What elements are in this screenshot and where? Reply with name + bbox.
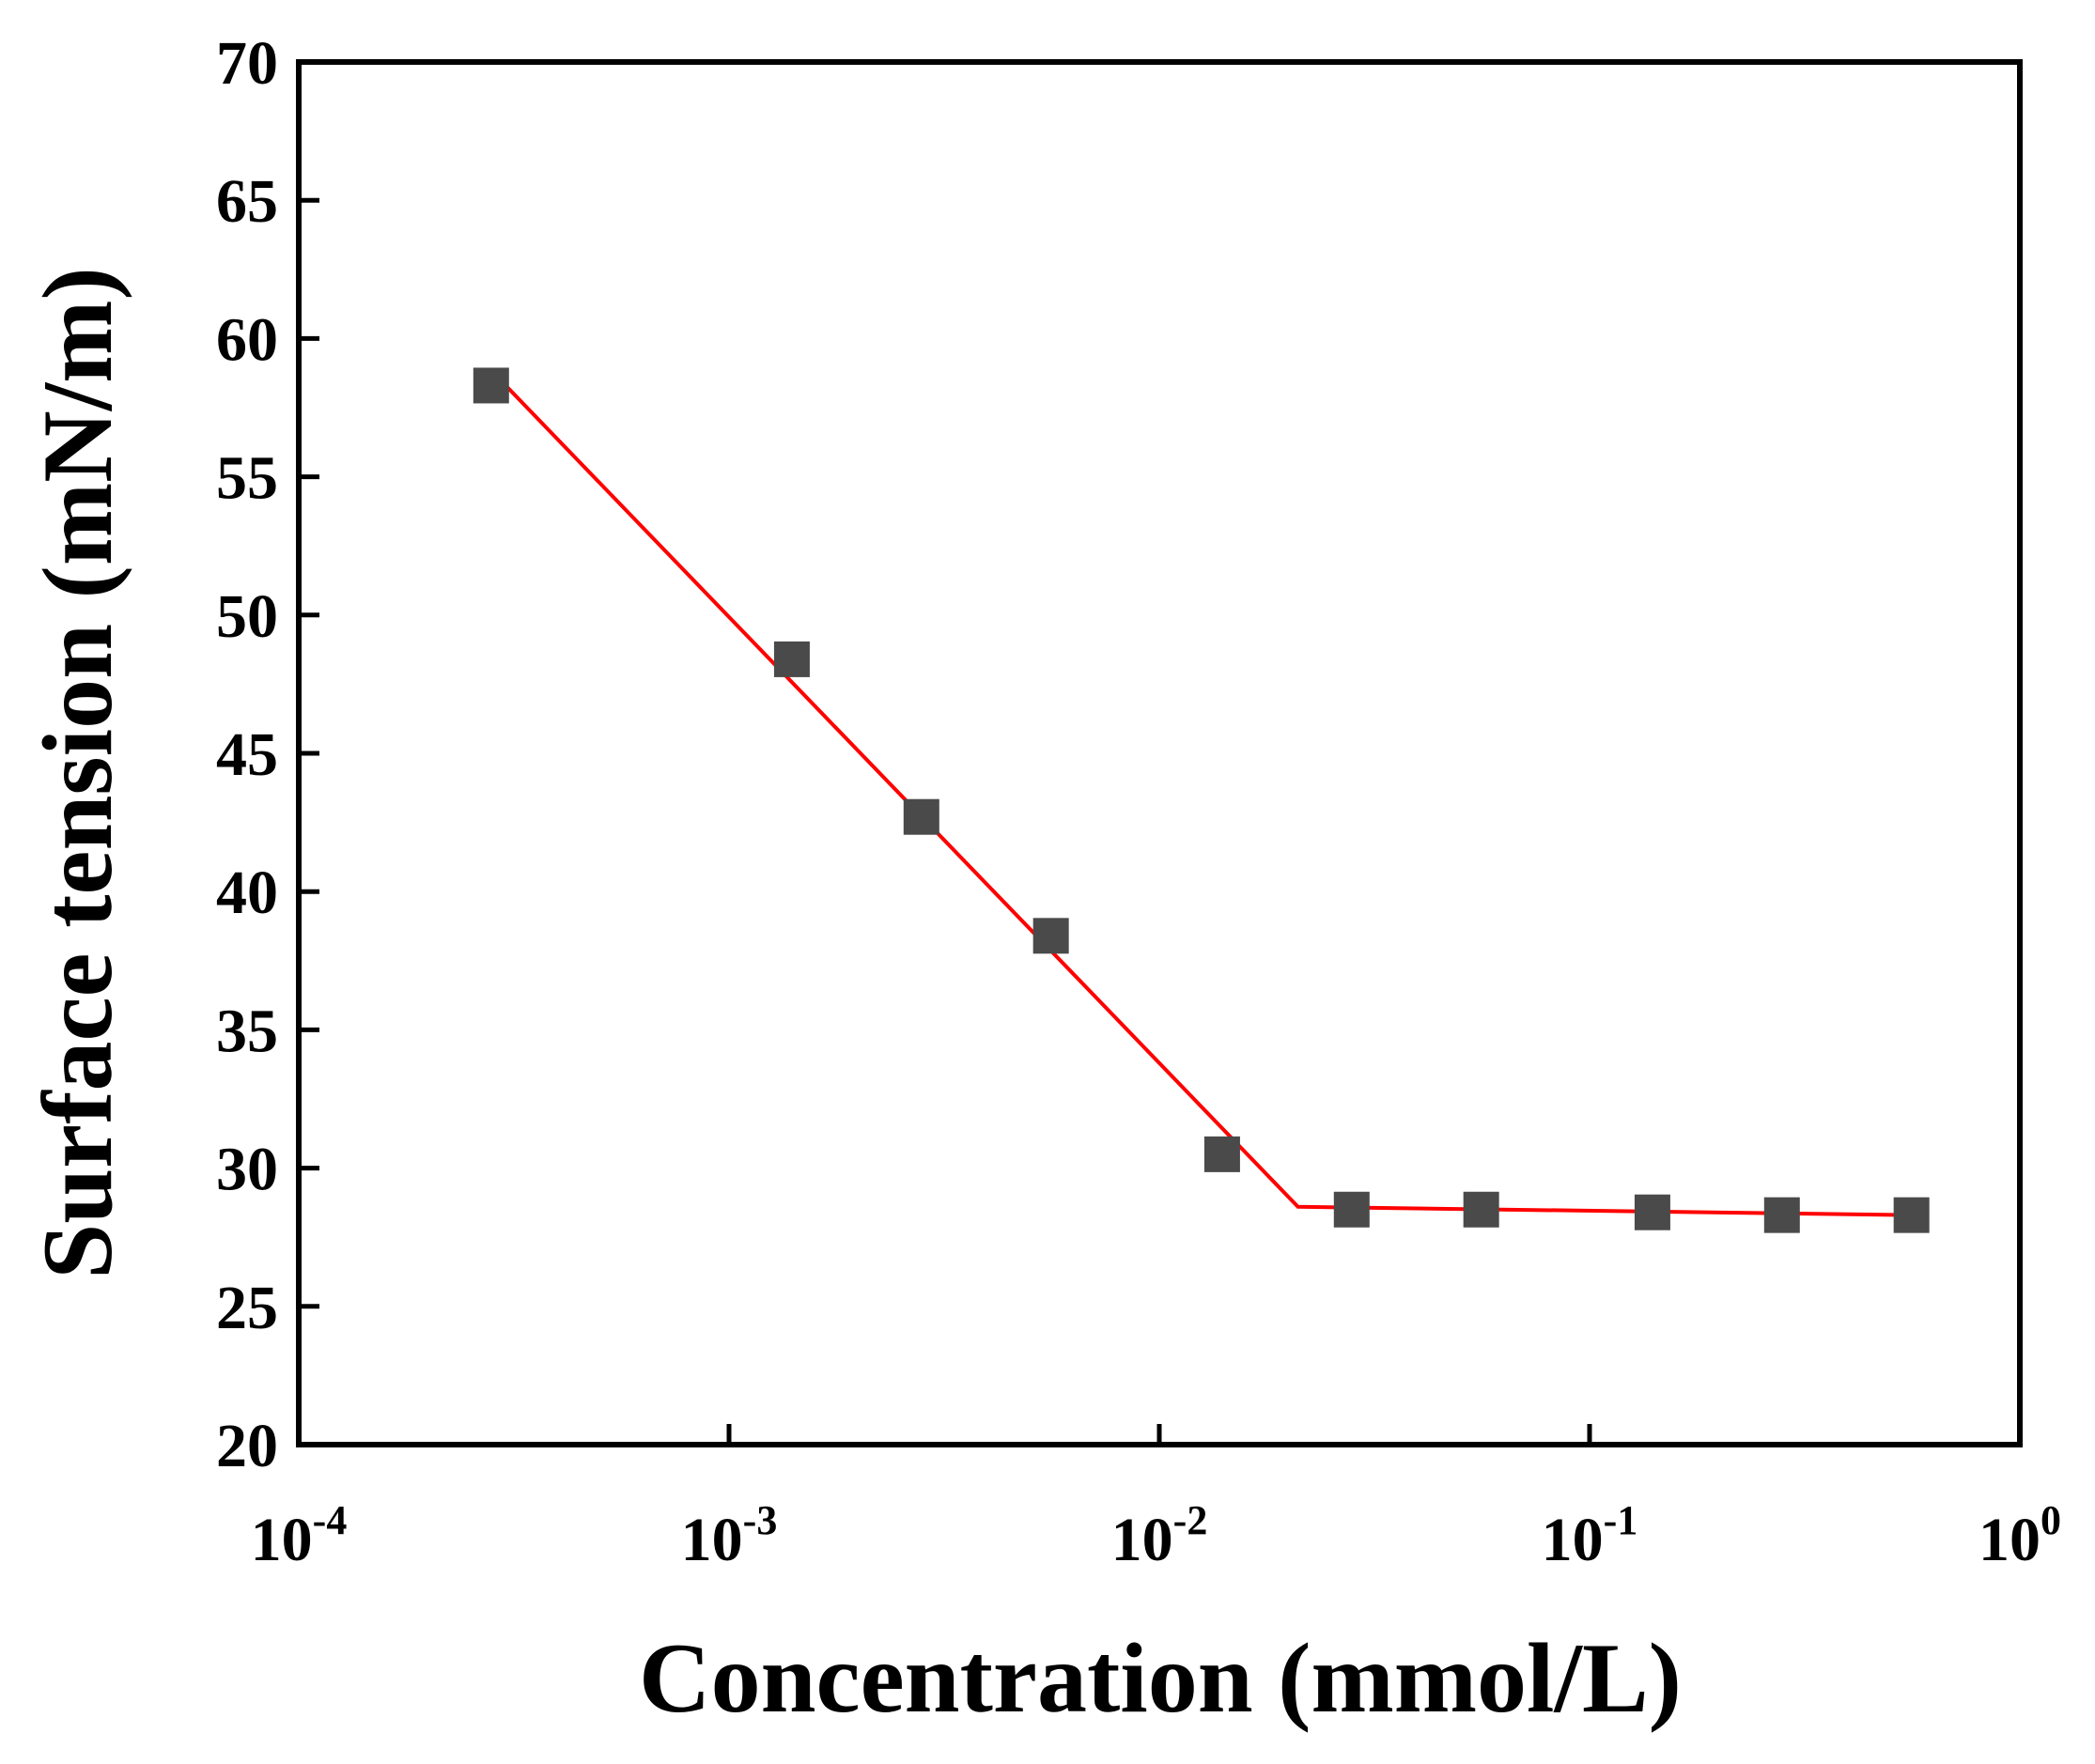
y-tick-label: 60 [216,305,278,374]
plot-frame [296,59,2023,1447]
x-tick-label: 10-1 [1542,1497,1638,1574]
x-tick-base: 10 [1542,1506,1604,1574]
x-tick-label: 10-3 [681,1497,778,1574]
fit-line [496,376,1912,1217]
x-tick-base: 10 [681,1506,743,1574]
data-point [1893,1197,1930,1233]
x-tick-base: 10 [251,1506,313,1574]
fit-line-layer [496,376,1912,1217]
x-tick-label: 100 [1979,1497,2061,1574]
y-tick-label: 35 [216,997,278,1065]
x-tick-exponent: -4 [313,1497,348,1543]
x-tick-label: 10-4 [251,1497,348,1574]
y-tick-label: 25 [216,1274,278,1342]
x-tick-exponent: -1 [1604,1497,1638,1543]
x-tick-exponent: -2 [1173,1497,1208,1543]
y-tick-label: 20 [216,1412,278,1480]
y-tick-label: 70 [216,29,278,98]
data-point [773,641,810,677]
data-point [473,367,509,404]
y-axis-title: Surface tension (mN/m) [23,267,132,1279]
x-tick-exponent: -3 [743,1497,778,1543]
y-tick-label: 45 [216,720,278,789]
data-point [1634,1194,1670,1230]
x-tick-label: 10-2 [1111,1497,1208,1574]
data-point [1463,1191,1499,1228]
x-axis-title: Concentration (mmol/L) [639,1623,1682,1733]
x-tick-base: 10 [1111,1506,1173,1574]
y-tick-label: 50 [216,582,278,651]
data-point [903,798,939,835]
data-point [1032,918,1069,954]
x-tick-base: 10 [1979,1506,2041,1574]
x-tick-exponent: 0 [2041,1497,2061,1543]
y-tick-label: 30 [216,1136,278,1204]
data-points-layer [473,367,1930,1233]
y-tick-label: 40 [216,859,278,927]
data-point [1763,1197,1800,1233]
data-point [1333,1191,1370,1228]
y-tick-label: 55 [216,444,278,513]
y-tick-label: 65 [216,167,278,236]
data-point [1203,1136,1240,1172]
